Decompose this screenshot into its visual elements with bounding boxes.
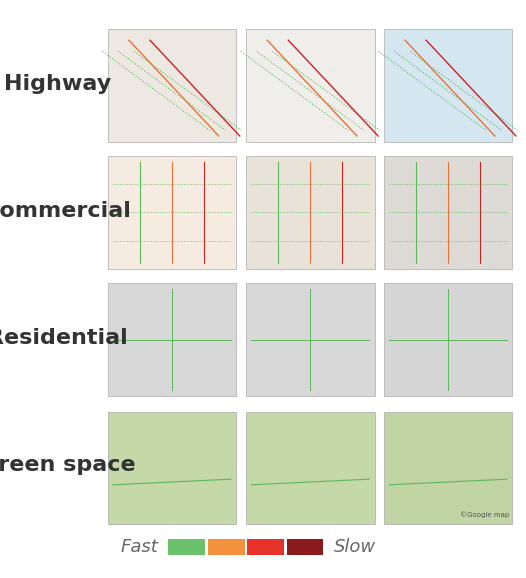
FancyBboxPatch shape [384, 412, 512, 524]
FancyBboxPatch shape [247, 539, 284, 555]
FancyBboxPatch shape [246, 283, 375, 396]
Text: ©Google map: ©Google map [460, 512, 510, 518]
Text: Commercial: Commercial [0, 201, 132, 221]
FancyBboxPatch shape [384, 156, 512, 269]
FancyBboxPatch shape [287, 539, 323, 555]
FancyBboxPatch shape [246, 29, 375, 142]
FancyBboxPatch shape [246, 156, 375, 269]
FancyBboxPatch shape [246, 412, 375, 524]
FancyBboxPatch shape [384, 283, 512, 396]
FancyBboxPatch shape [108, 29, 236, 142]
FancyBboxPatch shape [384, 29, 512, 142]
Text: Residential: Residential [0, 328, 128, 348]
Text: Green space: Green space [0, 455, 136, 475]
FancyBboxPatch shape [108, 412, 236, 524]
Text: Highway: Highway [4, 74, 112, 94]
Text: Slow: Slow [334, 538, 376, 556]
FancyBboxPatch shape [108, 156, 236, 269]
FancyBboxPatch shape [208, 539, 245, 555]
FancyBboxPatch shape [108, 283, 236, 396]
FancyBboxPatch shape [168, 539, 205, 555]
Text: Fast: Fast [120, 538, 158, 556]
